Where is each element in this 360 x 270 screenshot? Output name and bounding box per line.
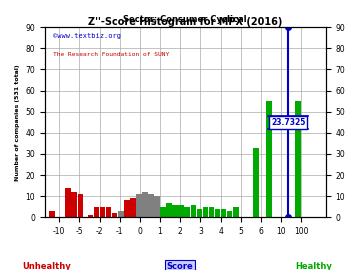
Text: The Research Foundation of SUNY: The Research Foundation of SUNY xyxy=(53,52,170,57)
Bar xyxy=(227,211,233,217)
Text: Score: Score xyxy=(167,262,193,270)
Bar xyxy=(253,148,259,217)
Bar xyxy=(215,209,220,217)
Bar xyxy=(179,205,184,217)
Bar xyxy=(94,207,99,217)
Y-axis label: Number of companies (531 total): Number of companies (531 total) xyxy=(15,64,20,181)
Bar xyxy=(66,188,71,217)
Bar xyxy=(197,209,202,217)
Bar xyxy=(190,205,196,217)
Bar xyxy=(209,207,214,217)
Bar xyxy=(142,192,148,217)
Bar xyxy=(184,207,190,217)
Bar xyxy=(49,211,55,217)
Text: 23.7325: 23.7325 xyxy=(271,118,305,127)
Bar xyxy=(166,202,172,217)
Bar xyxy=(148,194,154,217)
Text: Sector: Consumer Cyclical: Sector: Consumer Cyclical xyxy=(123,15,247,24)
Bar xyxy=(160,207,166,217)
Bar xyxy=(112,213,117,217)
Bar xyxy=(266,101,272,217)
Bar xyxy=(154,196,160,217)
Text: Unhealthy: Unhealthy xyxy=(22,262,71,270)
Bar xyxy=(87,215,93,217)
Text: ©www.textbiz.org: ©www.textbiz.org xyxy=(53,33,121,39)
Title: Z''-Score Histogram for MPX (2016): Z''-Score Histogram for MPX (2016) xyxy=(88,17,283,27)
Bar xyxy=(77,194,83,217)
Bar xyxy=(296,101,301,217)
Bar xyxy=(118,211,123,217)
Text: Healthy: Healthy xyxy=(295,262,332,270)
Bar xyxy=(203,207,208,217)
Bar xyxy=(233,207,239,217)
Bar xyxy=(130,198,136,217)
Bar xyxy=(221,209,226,217)
Bar xyxy=(72,192,77,217)
Bar xyxy=(136,194,142,217)
Bar xyxy=(100,207,105,217)
Bar xyxy=(124,200,130,217)
Bar xyxy=(172,205,178,217)
Bar xyxy=(106,207,111,217)
